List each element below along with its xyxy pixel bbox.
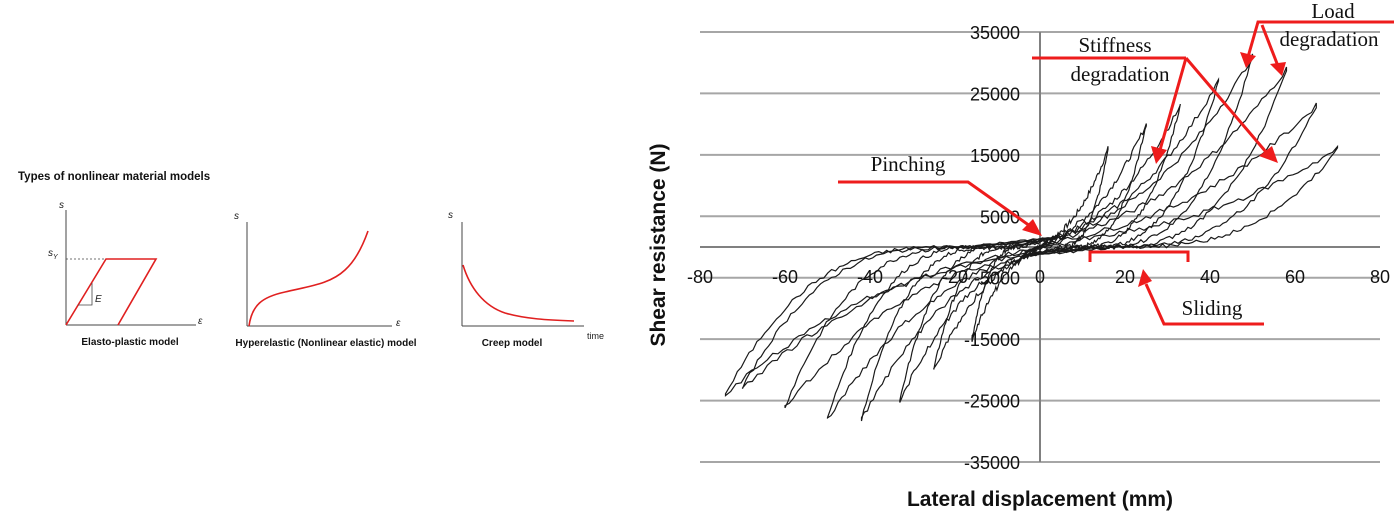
y-tick-label: -15000 (964, 330, 1020, 350)
x-tick-label: 40 (1200, 267, 1220, 287)
x-tick-label: 60 (1285, 267, 1305, 287)
arrowhead (1022, 219, 1042, 236)
creep-sketch: s time Creep model (448, 210, 604, 349)
y-tick-label: -35000 (964, 453, 1020, 473)
annotation-load-degradation: Load degradation (1240, 0, 1394, 76)
y-tick-label: 15000 (970, 146, 1020, 166)
arrowhead (1259, 146, 1278, 163)
models-title: Types of nonlinear material models (18, 171, 210, 183)
x-tick-label: 20 (1115, 267, 1135, 287)
annotation-text: Load (1311, 0, 1355, 23)
hysteresis-loop-1 (1022, 146, 1109, 258)
elasto-plastic-caption: Elasto-plastic model (81, 337, 178, 348)
y-tick-label: -25000 (964, 392, 1020, 412)
hysteresis-loop-4 (1022, 77, 1220, 257)
creep-caption: Creep model (482, 338, 543, 349)
x-tick-label: -40 (857, 267, 883, 287)
annotation-text: degradation (1279, 27, 1379, 51)
y-tick-label: 25000 (970, 84, 1020, 104)
annotation-sliding: Sliding (1088, 250, 1264, 326)
hyperelastic-sketch: s ε Hyperelastic (Nonlinear elastic) mod… (234, 211, 417, 349)
yield-label: sY (48, 248, 59, 261)
hysteresis-loop-4 (860, 236, 1058, 422)
y-tick-label: 5000 (980, 207, 1020, 227)
hysteresis-chart: 35000 25000 15000 5000 -5000 -15000 -25000 -350… (647, 0, 1394, 511)
annotation-line (1158, 57, 1188, 151)
tick-labels: 35000 25000 15000 5000 -5000 -15000 -25000 -350… (687, 23, 1390, 473)
hysteresis-curves (724, 53, 1339, 422)
material-models-figure: Types of nonlinear material models s ε s… (18, 171, 604, 349)
x-tick-label: 80 (1370, 267, 1390, 287)
hysteresis-loop-5 (826, 236, 1058, 420)
x-tick-label: 0 (1035, 267, 1045, 287)
elasto-plastic-sketch: s ε sY E Elasto-plastic model (48, 200, 203, 348)
x-axis-label: ε (396, 318, 401, 329)
hysteresis-loop-8 (724, 237, 1057, 397)
annotation-line (838, 180, 1031, 228)
y-axis-title: Shear resistance (N) (647, 143, 670, 346)
annotation-pinching: Pinching (838, 152, 1042, 236)
arrowhead (1151, 146, 1167, 164)
hysteresis-chart-panel: 35000 25000 15000 5000 -5000 -15000 -25000 -350… (620, 0, 1394, 519)
annotation-text: Pinching (871, 152, 946, 176)
hysteresis-loop-5 (1022, 53, 1254, 257)
bracket (1088, 250, 1190, 262)
annotation-line (1260, 24, 1280, 67)
hysteresis-loop-7 (1022, 102, 1317, 257)
y-axis-label: s (59, 200, 64, 211)
y-tick-label: -5000 (974, 269, 1020, 289)
creep-curve (462, 264, 575, 322)
x-tick-label: -60 (772, 267, 798, 287)
arrowhead (1138, 269, 1152, 287)
x-tick-label: -20 (942, 267, 968, 287)
y-tick-label: 35000 (970, 23, 1020, 43)
hyperelastic-curve (248, 230, 369, 327)
annotation-text: Sliding (1182, 296, 1243, 320)
annotation-line (1246, 20, 1394, 58)
annotation-line (1144, 283, 1264, 326)
x-axis-label: ε (198, 316, 203, 327)
elasto-plastic-curve (65, 258, 158, 326)
slope-triangle (78, 283, 93, 306)
x-axis-label: time (587, 331, 604, 341)
annotation-text: degradation (1070, 62, 1170, 86)
slope-label: E (95, 294, 102, 305)
material-models-panel: Types of nonlinear material models s ε s… (0, 0, 620, 519)
y-axis-label: s (448, 210, 453, 221)
annotation-stiffness-degradation: Stiffness degradation (1032, 33, 1278, 164)
arrowhead (1270, 62, 1286, 76)
y-axis-label: s (234, 211, 239, 222)
x-axis-title: Lateral displacement (mm) (907, 488, 1173, 511)
annotation-line (1184, 57, 1268, 153)
hyperelastic-caption: Hyperelastic (Nonlinear elastic) model (235, 338, 416, 349)
hysteresis-loop-6 (1022, 66, 1288, 259)
annotation-text: Stiffness (1078, 33, 1151, 57)
x-tick-label: -80 (687, 267, 713, 287)
hysteresis-loop-8 (1022, 144, 1339, 258)
arrowhead (1240, 52, 1256, 68)
